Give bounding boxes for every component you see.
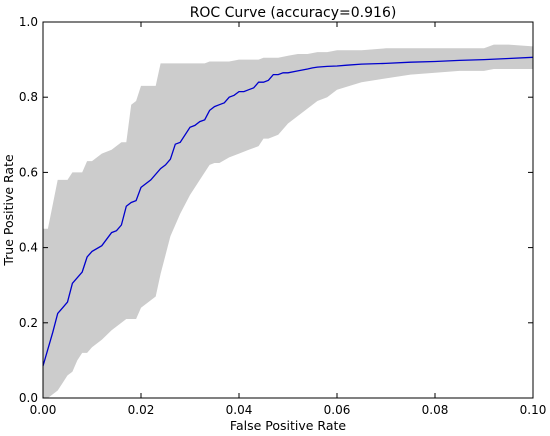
x-tick-label: 0.00 bbox=[30, 403, 57, 417]
y-tick-label: 0.0 bbox=[19, 391, 38, 405]
y-tick-label: 1.0 bbox=[19, 15, 38, 29]
x-tick-label: 0.08 bbox=[422, 403, 449, 417]
y-axis: 0.0 0.2 0.4 0.6 0.8 1.0 bbox=[19, 15, 533, 405]
x-axis-title: False Positive Rate bbox=[230, 418, 346, 433]
y-axis-title: True Positive Rate bbox=[1, 154, 16, 267]
confidence-band bbox=[43, 44, 533, 398]
roc-curve-line bbox=[42, 56, 534, 367]
x-axis: 0.00 0.02 0.04 0.06 0.08 0.10 bbox=[30, 22, 547, 417]
chart-title: ROC Curve (accuracy=0.916) bbox=[190, 5, 397, 21]
x-tick-label: 0.02 bbox=[128, 403, 155, 417]
confidence-band-layer bbox=[43, 44, 533, 398]
y-tick-label: 0.6 bbox=[19, 165, 38, 179]
y-tick-label: 0.4 bbox=[19, 241, 38, 255]
plot-frame bbox=[42, 21, 534, 399]
y-tick-label: 0.2 bbox=[19, 316, 38, 330]
y-tick-label: 0.8 bbox=[19, 90, 38, 104]
series-line-layer bbox=[42, 56, 534, 367]
x-tick-label: 0.10 bbox=[520, 403, 547, 417]
x-tick-label: 0.04 bbox=[226, 403, 253, 417]
x-tick-label: 0.06 bbox=[324, 403, 351, 417]
